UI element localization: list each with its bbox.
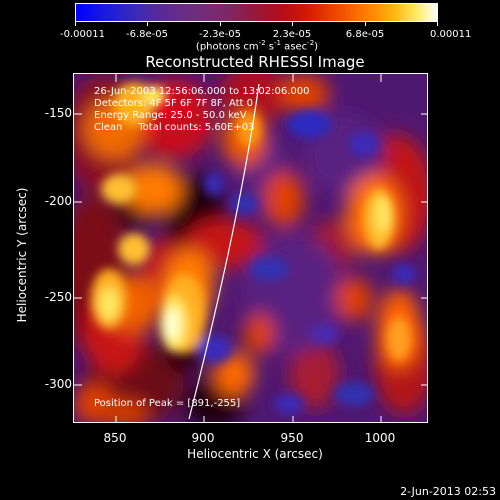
- colorbar-tick: [437, 21, 438, 26]
- solar-limb-line: [188, 83, 260, 420]
- colorbar-tick: [75, 21, 76, 26]
- y-tick-label: -150: [44, 106, 72, 120]
- rhessi-image: [73, 73, 428, 423]
- colorbar-tick-label: 0.00011: [430, 29, 472, 40]
- info-detectors: Detectors: 4F 5F 6F 7F 8F, Att 0: [94, 98, 254, 109]
- x-tick-label: 950: [280, 431, 304, 445]
- info-clean-counts: Clean Total counts: 5.60E+03: [94, 122, 255, 133]
- colorbar-gradient: [76, 4, 437, 21]
- colorbar-tick-label: 6.8e-05: [345, 29, 385, 40]
- colorbar-tick-label: -2.3e-05: [199, 29, 241, 40]
- colorbar-tick-label: -0.00011: [60, 29, 105, 40]
- colorbar-tick-label: -6.8e-05: [126, 29, 168, 40]
- plot-title: Reconstructed RHESSI Image: [145, 53, 365, 71]
- rhessi-heatmap: [74, 74, 427, 422]
- y-tick-label: -250: [44, 290, 72, 304]
- colorbar-tick: [292, 21, 293, 26]
- colorbar-tick: [147, 21, 148, 26]
- colorbar-tick: [365, 21, 366, 26]
- x-tick-label: 850: [103, 431, 127, 445]
- x-axis-title: Heliocentric X (arcsec): [187, 447, 323, 461]
- peak-position-label: Position of Peak = [891,-255]: [94, 398, 241, 409]
- date-stamp: 2-Jun-2013 02:53: [400, 485, 496, 498]
- y-axis-title: Heliocentric Y (arcsec): [15, 187, 29, 323]
- colorbar-tick: [220, 21, 221, 26]
- x-tick-label: 900: [191, 431, 215, 445]
- colorbar-tick-label: 2.3e-05: [272, 29, 312, 40]
- y-tick-label: -300: [44, 377, 72, 391]
- colorbar-unit-label: (photons cm-2 s-1 asec-2): [195, 39, 319, 53]
- colorbar: [75, 3, 438, 22]
- info-time-range: 26-Jun-2003 12:56:06.000 to 13:02:06.000: [94, 86, 310, 97]
- x-tick-label: 1000: [364, 431, 396, 445]
- y-tick-label: -200: [44, 194, 72, 208]
- info-energy-range: Energy Range: 25.0 - 50.0 keV: [94, 110, 247, 121]
